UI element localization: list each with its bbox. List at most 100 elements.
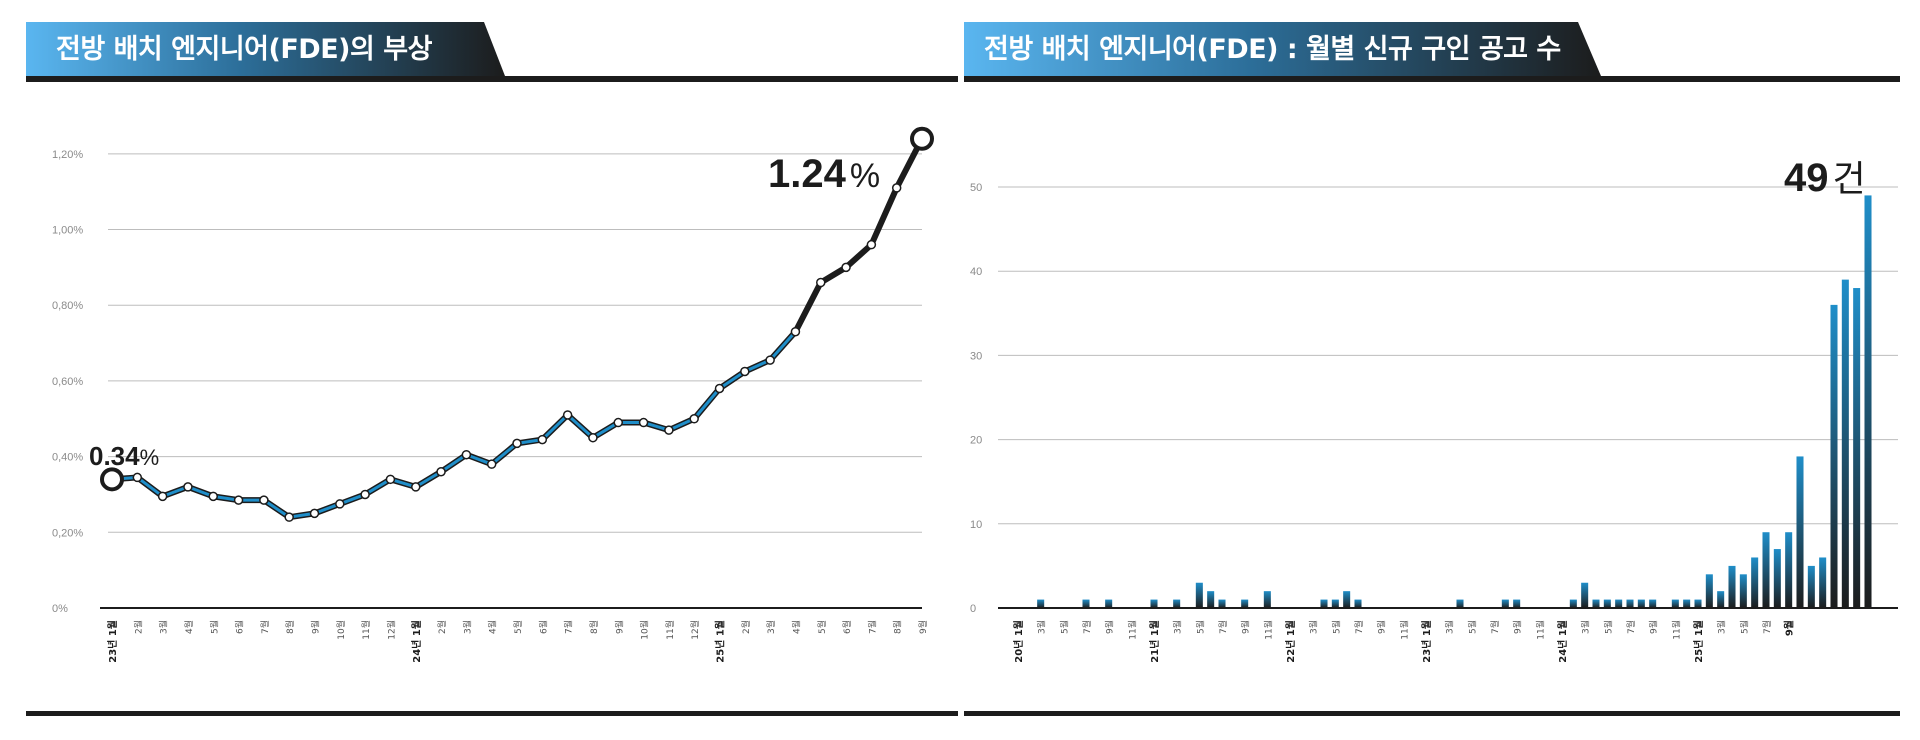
title-underline [964, 76, 1900, 82]
data-point [284, 512, 294, 522]
bar [1637, 599, 1645, 608]
data-point [613, 417, 623, 428]
x-tick-label: 8월 [892, 620, 904, 634]
data-point [841, 262, 851, 273]
x-tick-label: 3월 [1172, 620, 1184, 634]
y-tick-label: 1,00% [52, 225, 83, 237]
bar [1626, 599, 1634, 608]
data-point [157, 491, 168, 502]
x-tick-label: 3월 [1036, 620, 1048, 634]
end-value-unit: % [850, 157, 880, 195]
line-chart: 0% 0,20% 0,40% 0,60% 0,80% 1,00% 1,20% 23년 1월 2월… [26, 22, 958, 716]
x-tick-label: 25년 1월 [1692, 620, 1705, 663]
bar [1343, 591, 1351, 608]
bar [1728, 565, 1736, 608]
bar [1456, 599, 1464, 608]
x-tick-label: 4월 [183, 620, 195, 634]
end-value-label: 1.24% [768, 152, 880, 196]
bar [1683, 599, 1691, 608]
x-tick-label: 8월 [284, 620, 296, 634]
x-tick-label: 24년 1월 [1556, 620, 1569, 663]
x-tick-label: 25년 1월 [714, 620, 727, 663]
x-tick-label: 5월 [1602, 620, 1614, 634]
y-tick-label: 10 [970, 519, 982, 531]
x-tick-label: 6월 [234, 620, 246, 634]
data-point [714, 383, 725, 394]
bar [1649, 599, 1657, 608]
bar [1173, 599, 1181, 608]
x-tick-label: 11월 [1534, 620, 1546, 640]
data-point [360, 489, 370, 500]
x-tick-label: 23년 1월 [1420, 620, 1433, 663]
data-point [385, 474, 396, 485]
right-title-header: 전방 배치 엔지니어(FDE) : 월별 신규 구인 공고 수 [964, 22, 1584, 78]
x-tick-label: 9월 [613, 620, 625, 634]
x-tick-label: 4월 [487, 620, 499, 634]
x-tick-label: 11월 [1262, 620, 1274, 640]
x-tick-label: 9월 [1376, 620, 1388, 634]
x-tick-label: 7월 [259, 620, 271, 634]
data-point [335, 499, 345, 509]
x-tick-label: 22년 1월 [1284, 620, 1297, 663]
x-tick-label: 7월 [1353, 620, 1365, 634]
x-tick-label: 7월 [563, 620, 575, 634]
data-point [816, 277, 826, 288]
data-point [132, 472, 143, 483]
data-point [588, 432, 598, 443]
x-tick-label: 2월 [436, 620, 448, 634]
x-tick-label: 9월 [1648, 620, 1660, 634]
x-tick-label: 7월 [1761, 620, 1773, 634]
x-tick-label: 2월 [740, 620, 752, 634]
bar-chart: 0 10 20 30 40 50 20년 1월 3월 5월 7월 9월 11월 21년 1월 3월 5월 7월… [964, 22, 1900, 716]
chart-title: 전방 배치 엔지니어(FDE)의 부상 [56, 34, 432, 65]
bar [1671, 599, 1679, 608]
start-value-label: 0.34% [89, 441, 159, 471]
data-point [765, 355, 775, 365]
y-tick-label: 20 [970, 435, 982, 447]
data-point [259, 495, 269, 505]
x-tick-label: 5월 [512, 620, 524, 634]
x-tick-label: 11월 [664, 620, 676, 640]
y-tick-label: 0,40% [52, 452, 83, 464]
data-point [436, 467, 446, 477]
x-tick-label: 12월 [385, 620, 397, 640]
data-point [638, 417, 649, 428]
x-tick-label: 5월 [1330, 620, 1342, 634]
data-point [790, 326, 801, 337]
x-tick-label: 5월 [816, 620, 828, 634]
chart-title: 전방 배치 엔지니어(FDE) : 월별 신규 구인 공고 수 [984, 34, 1561, 65]
bar [1705, 574, 1713, 608]
x-tick-label: 5월 [1194, 620, 1206, 634]
bottom-rule [964, 711, 1900, 716]
bar [1717, 591, 1725, 608]
bar [1819, 557, 1827, 608]
x-tick-label: 5월 [1738, 620, 1750, 634]
bar [1320, 599, 1328, 608]
bar [1513, 599, 1521, 608]
x-tick-label: 7월 [866, 620, 878, 634]
bar [1796, 456, 1804, 608]
x-tick-label: 20년 1월 [1012, 620, 1025, 663]
bar [1218, 599, 1226, 608]
x-tick-label: 11월 [1670, 620, 1682, 640]
y-tick-label: 50 [970, 182, 982, 194]
bar [1864, 195, 1872, 609]
x-tick-label: 7월 [1489, 620, 1501, 634]
data-point [512, 438, 522, 449]
x-tick-label: 9월 [1512, 620, 1524, 634]
x-tick-label: 10월 [335, 620, 347, 640]
data-point [183, 482, 193, 492]
y-tick-label: 0,80% [52, 300, 83, 312]
data-point [233, 495, 244, 505]
bar [1853, 288, 1861, 608]
bar [1751, 557, 1759, 608]
end-value: 1.24 [768, 152, 847, 196]
x-tick-label: 2월 [132, 620, 144, 634]
x-tick-label: 9월 [310, 620, 322, 634]
x-tick-label: 9월 [1104, 620, 1116, 634]
bar [1354, 599, 1362, 608]
bar [1773, 549, 1781, 608]
x-tick-label: 6월 [537, 620, 549, 634]
y-tick-label: 0% [52, 603, 68, 615]
peak-value: 49 [1784, 156, 1829, 200]
